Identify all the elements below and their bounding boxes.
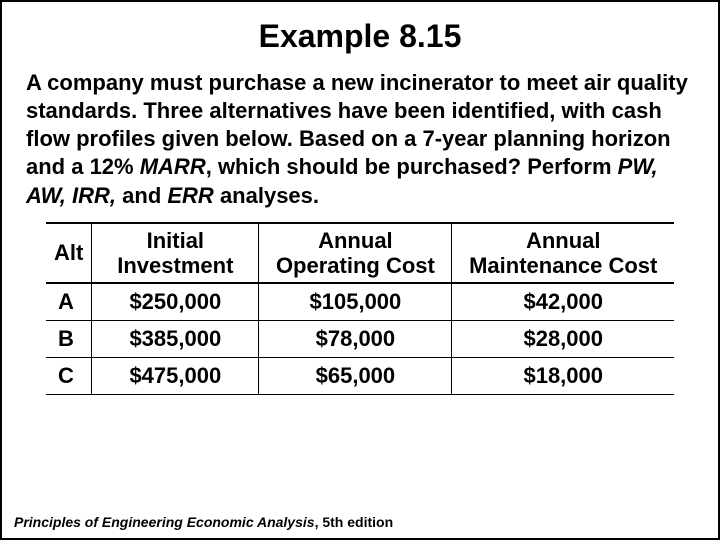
cell-init: $250,000 (92, 283, 259, 321)
cell-maint: $28,000 (452, 321, 674, 358)
cell-alt: B (46, 321, 92, 358)
para-tail: analyses. (214, 183, 319, 208)
cell-oper: $78,000 (259, 321, 452, 358)
cell-alt: C (46, 358, 92, 395)
cell-oper: $65,000 (259, 358, 452, 395)
para-err: ERR (167, 183, 213, 208)
table-container: Alt Initial Investment Annual Operating … (22, 222, 698, 396)
footer-edition: , 5th edition (315, 514, 394, 530)
para-and: and (116, 183, 167, 208)
para-marr: MARR (140, 154, 206, 179)
col-alt: Alt (46, 223, 92, 284)
problem-statement: A company must purchase a new incinerato… (26, 69, 694, 210)
cell-maint: $18,000 (452, 358, 674, 395)
alternatives-table: Alt Initial Investment Annual Operating … (46, 222, 674, 396)
cell-alt: A (46, 283, 92, 321)
table-row: C $475,000 $65,000 $18,000 (46, 358, 674, 395)
footer-book: Principles of Engineering Economic Analy… (14, 514, 315, 530)
cell-init: $385,000 (92, 321, 259, 358)
para-mid: , which should be purchased? Perform (206, 154, 618, 179)
table-row: B $385,000 $78,000 $28,000 (46, 321, 674, 358)
cell-maint: $42,000 (452, 283, 674, 321)
slide-title: Example 8.15 (22, 18, 698, 55)
cell-init: $475,000 (92, 358, 259, 395)
col-initial: Initial Investment (92, 223, 259, 284)
table-header-row: Alt Initial Investment Annual Operating … (46, 223, 674, 284)
cell-oper: $105,000 (259, 283, 452, 321)
col-operating: Annual Operating Cost (259, 223, 452, 284)
table-row: A $250,000 $105,000 $42,000 (46, 283, 674, 321)
slide-frame: Example 8.15 A company must purchase a n… (0, 0, 720, 540)
col-maint: Annual Maintenance Cost (452, 223, 674, 284)
slide-footer: Principles of Engineering Economic Analy… (14, 514, 393, 530)
